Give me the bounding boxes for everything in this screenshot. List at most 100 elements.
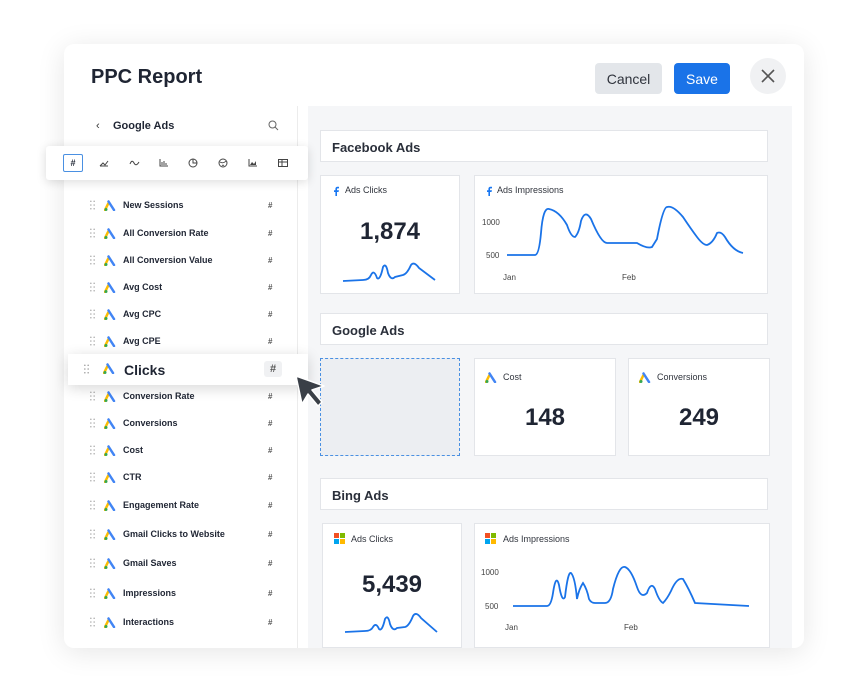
search-icon[interactable] — [268, 120, 279, 131]
google-ads-icon — [104, 391, 116, 402]
y-tick-label: 500 — [485, 602, 499, 611]
drag-handle-icon[interactable] — [90, 500, 95, 510]
metric-list-item[interactable]: Interactions # — [76, 613, 297, 633]
metric-value: 148 — [524, 404, 566, 431]
metric-list-item[interactable]: Cost # — [76, 441, 297, 461]
metric-list-item[interactable]: Conversions # — [76, 414, 297, 434]
area-chart-icon[interactable] — [243, 154, 263, 172]
google-ads-icon — [104, 282, 116, 293]
metric-label: Avg Cost — [123, 282, 163, 292]
impressions-line — [507, 205, 744, 256]
facebook-ads-impressions-widget[interactable]: Ads Impressions 1000 500 Jan Feb — [474, 175, 768, 294]
close-button[interactable] — [750, 58, 786, 94]
cancel-button[interactable]: Cancel — [595, 63, 662, 94]
drag-handle-icon[interactable] — [90, 617, 95, 627]
widget-title: Ads Clicks — [345, 185, 388, 195]
number-type-badge: # — [268, 229, 273, 238]
metric-list-item[interactable]: Conversion Rate # — [76, 387, 297, 407]
line-chart-icon[interactable] — [94, 154, 114, 172]
metric-list-item[interactable]: Engagement Rate # — [76, 496, 297, 516]
table-icon[interactable] — [273, 154, 293, 172]
drag-handle-icon[interactable] — [90, 418, 95, 428]
metric-list-item[interactable]: All Conversion Rate # — [76, 224, 297, 244]
mouse-cursor-icon — [295, 375, 325, 407]
google-ads-icon — [639, 372, 651, 383]
google-ads-cost-widget[interactable]: Cost 148 — [474, 358, 616, 456]
widget-title: Ads Impressions — [503, 534, 570, 544]
sparkline — [344, 613, 438, 633]
facebook-icon — [334, 186, 339, 196]
number-type-badge: # — [268, 310, 273, 319]
y-tick-label: 1000 — [481, 568, 499, 577]
report-editor-card: PPC Report Cancel Save ‹ Google Ads Face… — [64, 44, 804, 648]
metric-list-item[interactable]: Avg CPE # — [76, 332, 297, 352]
drag-handle-icon[interactable] — [90, 445, 95, 455]
metric-list-item[interactable]: Impressions # — [76, 584, 297, 604]
google-ads-icon — [103, 363, 115, 374]
metric-list-item[interactable]: New Sessions # — [76, 196, 297, 216]
metric-value: 249 — [678, 404, 720, 431]
metric-list-item[interactable]: CTR # — [76, 468, 297, 488]
drag-handle-icon[interactable] — [90, 255, 95, 265]
close-icon — [761, 69, 775, 83]
drag-handle-icon[interactable] — [90, 200, 95, 210]
metric-list-item[interactable]: Gmail Saves # — [76, 554, 297, 574]
google-ads-icon — [104, 336, 116, 347]
metric-list-item[interactable]: Gmail Clicks to Website # — [76, 525, 297, 545]
dragged-metric-clicks[interactable]: Clicks # — [68, 354, 308, 385]
drag-handle-icon[interactable] — [90, 588, 95, 598]
section-facebook-ads[interactable]: Facebook Ads — [320, 130, 768, 162]
drag-handle-icon[interactable] — [90, 391, 95, 401]
drop-placeholder[interactable] — [320, 358, 460, 456]
number-type-badge: # — [268, 446, 273, 455]
drag-handle-icon[interactable] — [90, 558, 95, 568]
metric-label: Avg CPC — [123, 309, 162, 319]
drag-handle-icon[interactable] — [90, 309, 95, 319]
x-tick-label: Feb — [622, 273, 636, 282]
google-ads-conversions-widget[interactable]: Conversions 249 — [628, 358, 770, 456]
google-ads-icon — [104, 529, 116, 540]
facebook-ads-clicks-widget[interactable]: Ads Clicks 1,874 — [320, 175, 460, 294]
section-google-ads[interactable]: Google Ads — [320, 313, 768, 345]
number-type-badge: # — [268, 337, 273, 346]
number-type-badge: # — [268, 283, 273, 292]
google-ads-icon — [104, 472, 116, 483]
metric-label: Clicks — [124, 362, 166, 378]
widget-title: Ads Impressions — [497, 185, 564, 195]
number-type-badge: # — [268, 473, 273, 482]
number-type-badge: # — [268, 256, 273, 265]
bar-chart-icon[interactable] — [154, 154, 174, 172]
metric-list-item[interactable]: All Conversion Value # — [76, 251, 297, 271]
metric-label: Cost — [123, 445, 143, 455]
google-ads-icon — [104, 617, 116, 628]
drag-handle-icon[interactable] — [84, 364, 89, 374]
chevron-left-icon[interactable]: ‹ — [96, 120, 100, 132]
widget-title: Cost — [503, 372, 522, 382]
x-tick-label: Feb — [624, 623, 638, 632]
pie-chart-icon[interactable] — [183, 154, 203, 172]
number-type-badge: # — [264, 361, 282, 377]
widget-title: Conversions — [657, 372, 708, 382]
metric-value: 5,439 — [361, 571, 423, 598]
google-ads-icon — [104, 418, 116, 429]
metric-list-item[interactable]: Avg CPC # — [76, 305, 297, 325]
google-ads-icon — [104, 588, 116, 599]
metric-list-item[interactable]: Avg Cost # — [76, 278, 297, 298]
hash-icon[interactable]: # — [63, 154, 83, 172]
number-type-badge: # — [268, 559, 273, 568]
section-bing-ads[interactable]: Bing Ads — [320, 478, 768, 510]
drag-handle-icon[interactable] — [90, 336, 95, 346]
drag-handle-icon[interactable] — [90, 282, 95, 292]
sparkline-icon[interactable] — [124, 154, 144, 172]
sidebar-title: Google Ads — [113, 120, 175, 132]
save-button[interactable]: Save — [674, 63, 730, 94]
globe-icon[interactable] — [213, 154, 233, 172]
bing-ads-clicks-widget[interactable]: Ads Clicks 5,439 — [322, 523, 462, 648]
google-ads-icon — [104, 228, 116, 239]
drag-handle-icon[interactable] — [90, 228, 95, 238]
metric-label: Interactions — [123, 617, 175, 627]
drag-handle-icon[interactable] — [90, 529, 95, 539]
number-type-badge: # — [268, 501, 273, 510]
drag-handle-icon[interactable] — [90, 472, 95, 482]
bing-ads-impressions-widget[interactable]: Ads Impressions 1000 500 Jan Feb — [474, 523, 770, 648]
